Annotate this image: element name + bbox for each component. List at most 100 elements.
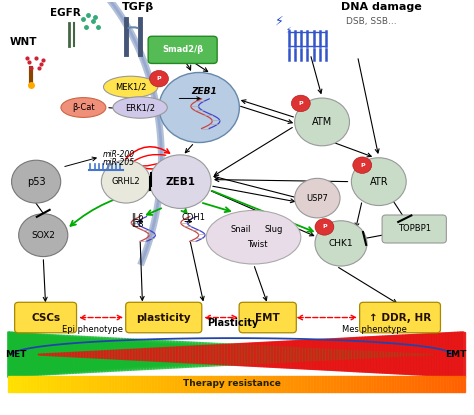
Polygon shape — [277, 376, 279, 392]
Polygon shape — [378, 351, 380, 358]
Polygon shape — [191, 346, 193, 363]
Polygon shape — [165, 376, 167, 392]
Polygon shape — [109, 376, 110, 392]
Polygon shape — [363, 337, 365, 372]
Polygon shape — [345, 376, 346, 392]
Polygon shape — [138, 339, 139, 371]
Polygon shape — [424, 354, 426, 356]
Polygon shape — [148, 339, 150, 370]
Polygon shape — [294, 341, 295, 369]
Polygon shape — [432, 354, 433, 355]
Polygon shape — [347, 376, 349, 392]
Polygon shape — [73, 376, 75, 392]
Polygon shape — [158, 348, 159, 361]
Polygon shape — [245, 376, 246, 392]
Polygon shape — [246, 343, 248, 366]
Polygon shape — [182, 347, 184, 363]
Polygon shape — [358, 376, 360, 392]
Polygon shape — [61, 335, 63, 374]
Polygon shape — [242, 344, 244, 365]
Polygon shape — [242, 376, 244, 392]
Polygon shape — [358, 350, 360, 359]
Polygon shape — [146, 376, 147, 392]
Polygon shape — [83, 352, 84, 357]
Polygon shape — [346, 349, 347, 360]
Polygon shape — [300, 340, 301, 369]
Text: TOPBP1: TOPBP1 — [398, 225, 431, 234]
Polygon shape — [225, 376, 227, 392]
Polygon shape — [406, 353, 407, 356]
Polygon shape — [264, 342, 265, 367]
Text: ⚡: ⚡ — [285, 25, 291, 34]
Polygon shape — [421, 334, 422, 375]
Polygon shape — [244, 344, 245, 365]
Polygon shape — [139, 376, 141, 392]
Polygon shape — [135, 349, 137, 360]
Polygon shape — [37, 376, 38, 392]
Polygon shape — [262, 376, 264, 392]
Polygon shape — [464, 332, 465, 377]
Polygon shape — [435, 333, 436, 376]
Polygon shape — [45, 354, 46, 355]
Polygon shape — [21, 333, 23, 376]
Polygon shape — [301, 376, 303, 392]
Polygon shape — [106, 376, 107, 392]
Polygon shape — [377, 351, 378, 358]
Polygon shape — [395, 352, 397, 357]
Polygon shape — [299, 376, 300, 392]
Polygon shape — [231, 344, 233, 365]
Polygon shape — [126, 376, 127, 392]
Polygon shape — [144, 376, 146, 392]
Polygon shape — [110, 350, 112, 359]
Polygon shape — [150, 339, 152, 370]
Polygon shape — [407, 353, 409, 356]
Polygon shape — [196, 342, 198, 367]
Polygon shape — [389, 376, 391, 392]
Polygon shape — [155, 376, 156, 392]
Polygon shape — [282, 376, 283, 392]
Polygon shape — [16, 376, 17, 392]
Polygon shape — [21, 376, 23, 392]
Polygon shape — [198, 342, 199, 367]
Polygon shape — [259, 345, 260, 364]
Polygon shape — [291, 347, 292, 362]
Polygon shape — [248, 376, 250, 392]
Polygon shape — [410, 376, 412, 392]
Polygon shape — [237, 376, 239, 392]
Polygon shape — [242, 344, 244, 366]
Polygon shape — [395, 335, 397, 374]
Polygon shape — [57, 353, 58, 356]
Polygon shape — [428, 354, 430, 355]
Polygon shape — [29, 333, 31, 376]
FancyBboxPatch shape — [382, 215, 447, 243]
Polygon shape — [101, 376, 103, 392]
Polygon shape — [156, 340, 158, 369]
Polygon shape — [300, 376, 301, 392]
Polygon shape — [72, 335, 73, 374]
Polygon shape — [8, 376, 9, 392]
Polygon shape — [387, 336, 389, 374]
Polygon shape — [139, 339, 141, 370]
Polygon shape — [23, 376, 25, 392]
Polygon shape — [361, 350, 363, 359]
Polygon shape — [16, 332, 17, 377]
Polygon shape — [97, 376, 98, 392]
Polygon shape — [168, 347, 170, 362]
Text: plasticity: plasticity — [137, 312, 191, 322]
Polygon shape — [306, 376, 308, 392]
Polygon shape — [158, 340, 159, 369]
Polygon shape — [337, 349, 338, 360]
Polygon shape — [196, 346, 198, 363]
Polygon shape — [380, 352, 381, 358]
Polygon shape — [173, 347, 174, 362]
Polygon shape — [17, 332, 18, 377]
Polygon shape — [45, 376, 46, 392]
Polygon shape — [231, 376, 233, 392]
Polygon shape — [424, 334, 426, 375]
Polygon shape — [184, 376, 185, 392]
Polygon shape — [419, 334, 421, 375]
Text: Plasticity: Plasticity — [207, 318, 258, 328]
Polygon shape — [400, 376, 401, 392]
Text: CDH1: CDH1 — [181, 213, 205, 222]
Polygon shape — [112, 337, 113, 372]
